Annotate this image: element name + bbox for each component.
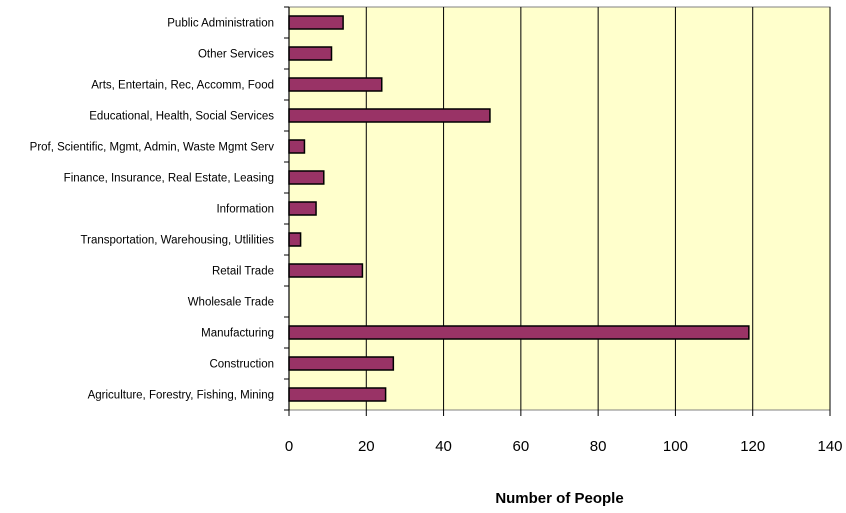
bar <box>288 77 383 92</box>
x-tick-label: 40 <box>435 438 452 455</box>
bar <box>288 15 344 30</box>
category-label: Arts, Entertain, Rec, Accomm, Food <box>91 80 274 92</box>
category-label: Prof, Scientific, Mgmt, Admin, Waste Mgm… <box>30 142 275 154</box>
bars <box>288 15 750 402</box>
x-tick-label: 140 <box>817 438 842 455</box>
x-tick-label: 20 <box>358 438 375 455</box>
category-label: Educational, Health, Social Services <box>89 111 274 123</box>
category-label: Retail Trade <box>212 266 274 278</box>
x-tick-label: 120 <box>740 438 765 455</box>
x-axis: 0 20 40 60 80 100 120 140 <box>285 7 843 455</box>
gridlines <box>365 7 831 410</box>
x-tick-label: 80 <box>590 438 607 455</box>
category-label: Other Services <box>198 49 274 61</box>
bar <box>288 232 302 247</box>
bar <box>288 201 317 216</box>
category-label: Information <box>216 204 274 216</box>
category-label: Construction <box>209 359 274 371</box>
bar <box>288 139 306 154</box>
x-tick-label: 0 <box>285 438 293 455</box>
category-labels: Public Administration Other Services Arts,… <box>30 6 289 411</box>
x-tick-label: 100 <box>663 438 688 455</box>
category-label: Manufacturing <box>201 328 274 340</box>
category-label: Wholesale Trade <box>188 297 274 309</box>
category-label: Public Administration <box>167 18 274 30</box>
bar <box>288 170 325 185</box>
bar <box>288 325 750 340</box>
bar <box>288 263 364 278</box>
bar <box>288 108 491 123</box>
category-label: Transportation, Warehousing, Utlilities <box>81 235 275 247</box>
bar <box>288 387 387 402</box>
bar <box>288 356 395 371</box>
x-axis-title: Number of People <box>495 490 623 507</box>
bar <box>288 46 333 61</box>
category-label: Finance, Insurance, Real Estate, Leasing <box>64 173 274 185</box>
x-tick-label: 60 <box>513 438 530 455</box>
plot-area <box>288 6 831 411</box>
category-label: Agriculture, Forestry, Fishing, Mining <box>88 390 274 402</box>
